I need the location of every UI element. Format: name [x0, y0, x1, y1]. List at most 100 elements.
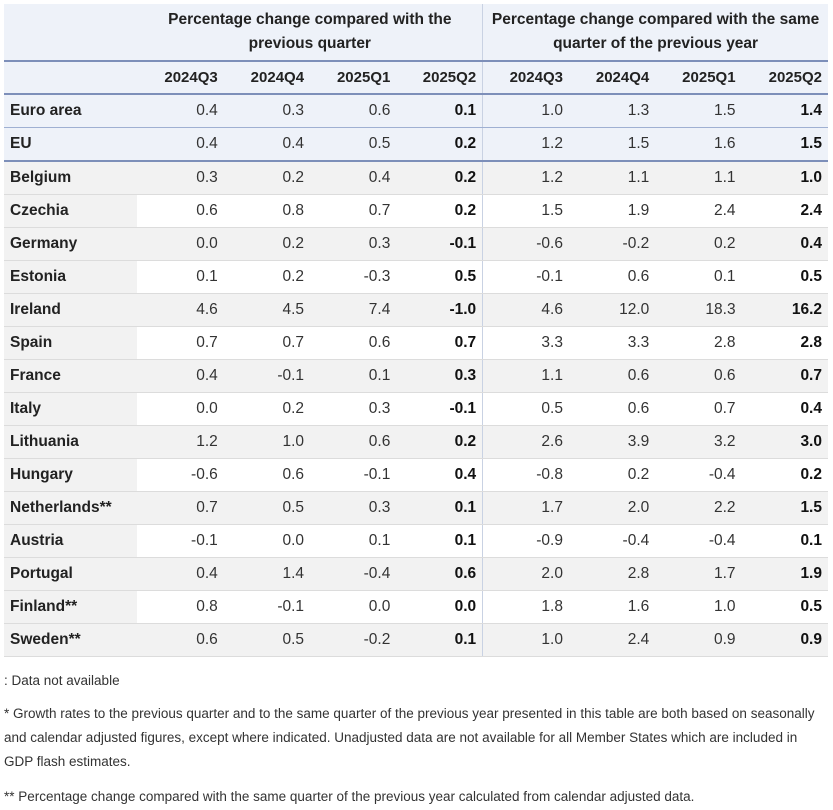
- value-cell: 1.8: [482, 590, 569, 624]
- value-cell: -0.4: [310, 557, 397, 591]
- country-cell: Hungary: [4, 458, 138, 492]
- value-cell: 0.7: [223, 326, 311, 360]
- value-cell: 0.4: [137, 359, 224, 393]
- value-cell: 1.0: [223, 425, 311, 459]
- value-cell: 1.5: [655, 94, 742, 128]
- value-cell: 0.3: [396, 359, 484, 393]
- value-cell: 0.7: [655, 392, 742, 426]
- value-cell: -0.1: [482, 260, 569, 294]
- value-cell: 3.3: [568, 326, 656, 360]
- column-header: 2025Q1: [655, 60, 742, 95]
- note-data-not-available: : Data not available: [4, 673, 120, 688]
- value-cell: 0.0: [137, 392, 224, 426]
- value-cell: 0.5: [741, 590, 828, 624]
- table-row: Netherlands** 0.7 0.5 0.3 0.1 1.7 2.0 2.2 1.5: [4, 491, 828, 525]
- value-cell: 1.4: [223, 557, 311, 591]
- value-cell: 0.0: [137, 227, 224, 261]
- column-header: 2024Q4: [223, 60, 311, 95]
- value-cell: 0.5: [310, 127, 397, 162]
- value-cell: 0.3: [310, 392, 397, 426]
- value-cell: 0.8: [223, 194, 311, 228]
- value-cell: 0.6: [137, 194, 224, 228]
- value-cell: 0.6: [137, 623, 224, 657]
- value-cell: 0.2: [396, 425, 484, 459]
- country-cell: EU: [4, 127, 138, 162]
- value-cell: 4.6: [137, 293, 224, 327]
- column-header: 2024Q3: [137, 60, 224, 95]
- value-cell: 16.2: [741, 293, 828, 327]
- column-header-row: 2024Q3 2024Q4 2025Q1 2025Q2 2024Q3 2024Q…: [4, 60, 828, 95]
- country-cell: Germany: [4, 227, 138, 261]
- value-cell: 0.5: [223, 623, 311, 657]
- value-cell: -0.1: [396, 392, 484, 426]
- value-cell: -0.1: [223, 590, 311, 624]
- value-cell: 1.3: [568, 94, 656, 128]
- value-cell: 0.2: [655, 227, 742, 261]
- value-cell: 0.8: [137, 590, 224, 624]
- value-cell: 0.2: [223, 227, 311, 261]
- table-row: Austria -0.1 0.0 0.1 0.1 -0.9 -0.4 -0.4 0.1: [4, 524, 828, 558]
- value-cell: 1.2: [137, 425, 224, 459]
- value-cell: 0.7: [137, 326, 224, 360]
- value-cell: 1.1: [568, 161, 656, 195]
- value-cell: 0.2: [223, 161, 311, 195]
- country-cell: Netherlands**: [4, 491, 138, 525]
- group-header-previous-year: Percentage change compared with the same…: [482, 4, 828, 61]
- value-cell: 2.4: [568, 623, 656, 657]
- value-cell: 0.4: [137, 127, 224, 162]
- value-cell: 1.7: [482, 491, 569, 525]
- value-cell: 2.0: [568, 491, 656, 525]
- table-row: Belgium 0.3 0.2 0.4 0.2 1.2 1.1 1.1 1.0: [4, 161, 828, 195]
- value-cell: 2.6: [482, 425, 569, 459]
- corner-cell: [4, 4, 138, 61]
- value-cell: 0.1: [396, 524, 484, 558]
- value-cell: 1.5: [482, 194, 569, 228]
- value-cell: 2.2: [655, 491, 742, 525]
- value-cell: 0.4: [223, 127, 311, 162]
- value-cell: -1.0: [396, 293, 484, 327]
- value-cell: 1.5: [741, 127, 828, 162]
- value-cell: 0.9: [655, 623, 742, 657]
- group-header-row: Percentage change compared with the prev…: [4, 4, 828, 61]
- value-cell: 0.5: [741, 260, 828, 294]
- value-cell: 3.9: [568, 425, 656, 459]
- value-cell: 1.0: [482, 94, 569, 128]
- country-cell: Belgium: [4, 161, 138, 195]
- value-cell: 12.0: [568, 293, 656, 327]
- country-cell: Austria: [4, 524, 138, 558]
- value-cell: 7.4: [310, 293, 397, 327]
- value-cell: -0.1: [137, 524, 224, 558]
- value-cell: 2.8: [741, 326, 828, 360]
- value-cell: 0.5: [396, 260, 484, 294]
- value-cell: 18.3: [655, 293, 742, 327]
- value-cell: 0.2: [396, 194, 484, 228]
- value-cell: 0.6: [310, 326, 397, 360]
- country-cell: Portugal: [4, 557, 138, 591]
- value-cell: 0.6: [568, 359, 656, 393]
- country-cell: Estonia: [4, 260, 138, 294]
- value-cell: 2.0: [482, 557, 569, 591]
- value-cell: -0.3: [310, 260, 397, 294]
- value-cell: 0.4: [137, 94, 224, 128]
- value-cell: 0.6: [655, 359, 742, 393]
- country-cell: Sweden**: [4, 623, 138, 657]
- value-cell: 0.4: [741, 227, 828, 261]
- value-cell: 1.5: [741, 491, 828, 525]
- group-header-previous-quarter: Percentage change compared with the prev…: [137, 4, 484, 61]
- table-row: Italy 0.0 0.2 0.3 -0.1 0.5 0.6 0.7 0.4: [4, 392, 828, 426]
- country-cell: France: [4, 359, 138, 393]
- value-cell: 0.6: [568, 260, 656, 294]
- value-cell: 2.8: [568, 557, 656, 591]
- column-header: 2025Q2: [741, 60, 828, 95]
- value-cell: 1.0: [482, 623, 569, 657]
- value-cell: 0.3: [310, 491, 397, 525]
- column-header-country: [4, 60, 138, 95]
- value-cell: 1.4: [741, 94, 828, 128]
- value-cell: -0.8: [482, 458, 569, 492]
- value-cell: 0.7: [137, 491, 224, 525]
- value-cell: 0.6: [568, 392, 656, 426]
- value-cell: 4.6: [482, 293, 569, 327]
- value-cell: 1.9: [741, 557, 828, 591]
- value-cell: -0.4: [655, 524, 742, 558]
- value-cell: 0.0: [396, 590, 484, 624]
